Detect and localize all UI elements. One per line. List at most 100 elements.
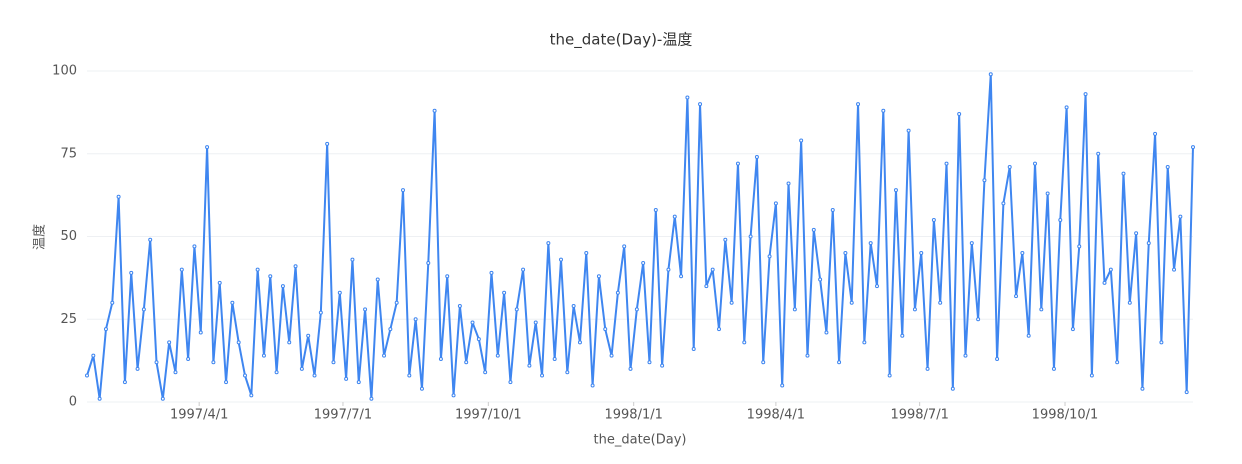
point <box>337 290 342 295</box>
point <box>1165 164 1170 169</box>
point <box>91 353 96 358</box>
point <box>148 237 153 242</box>
point <box>925 366 930 371</box>
point <box>382 353 387 358</box>
point <box>931 217 936 222</box>
point <box>230 300 235 305</box>
point <box>887 373 892 378</box>
point <box>963 353 968 358</box>
point <box>540 373 545 378</box>
point <box>527 363 532 368</box>
point <box>754 155 759 160</box>
point <box>552 356 557 361</box>
point <box>97 396 102 401</box>
point <box>167 340 172 345</box>
point <box>1127 300 1132 305</box>
point <box>432 108 437 113</box>
point <box>356 380 361 385</box>
point <box>742 340 747 345</box>
point <box>995 356 1000 361</box>
point <box>483 370 488 375</box>
point <box>502 290 507 295</box>
point <box>103 327 108 332</box>
point <box>426 260 431 265</box>
point <box>609 353 614 358</box>
point <box>129 270 134 275</box>
point <box>1146 241 1151 246</box>
point <box>154 360 159 365</box>
x-tick-label: 1997/4/1 <box>170 408 228 423</box>
point <box>704 284 709 289</box>
point <box>596 274 601 279</box>
y-tick-label: 100 <box>52 64 77 79</box>
x-axis-label: the_date(Day) <box>594 433 687 448</box>
point <box>811 227 816 232</box>
point <box>767 254 772 259</box>
point <box>660 363 665 368</box>
point <box>830 208 835 213</box>
point <box>1045 191 1050 196</box>
point <box>122 380 127 385</box>
point <box>1077 244 1082 249</box>
point <box>173 370 178 375</box>
point <box>1007 164 1012 169</box>
point <box>900 333 905 338</box>
point <box>135 366 140 371</box>
point <box>413 317 418 322</box>
point <box>691 347 696 352</box>
point <box>717 327 721 332</box>
point <box>1121 171 1126 176</box>
point <box>571 304 576 309</box>
point <box>160 396 165 401</box>
point <box>546 241 551 246</box>
point <box>445 274 450 279</box>
point <box>243 373 247 378</box>
point <box>363 307 368 312</box>
point <box>615 290 620 295</box>
point <box>470 320 475 325</box>
point <box>590 383 595 388</box>
point <box>236 340 241 345</box>
point <box>489 270 494 275</box>
point <box>1033 161 1037 166</box>
point <box>679 274 684 279</box>
point <box>584 251 589 256</box>
point <box>1064 105 1069 110</box>
chart-title: the_date(Day)-温度 <box>550 31 693 50</box>
point <box>192 244 197 249</box>
point <box>1140 386 1145 391</box>
point <box>1115 360 1120 365</box>
point <box>792 307 797 312</box>
point <box>761 360 766 365</box>
point <box>982 178 987 183</box>
y-tick-label: 0 <box>69 395 77 410</box>
point <box>198 330 203 335</box>
point <box>805 353 810 358</box>
point <box>186 356 191 361</box>
point <box>249 393 254 398</box>
point <box>893 188 898 193</box>
point <box>1178 214 1183 219</box>
point <box>780 383 785 388</box>
point <box>969 241 974 246</box>
point <box>748 234 753 239</box>
point <box>401 188 405 193</box>
point <box>938 300 943 305</box>
point <box>628 366 633 371</box>
point <box>268 274 273 279</box>
point <box>1020 251 1025 256</box>
point <box>110 300 115 305</box>
x-tick-label: 1997/7/1 <box>314 408 372 423</box>
point <box>559 257 563 262</box>
point <box>141 307 146 312</box>
point <box>299 366 304 371</box>
point <box>919 251 924 256</box>
point <box>944 161 949 166</box>
point <box>603 327 608 332</box>
point <box>394 300 399 305</box>
point <box>280 284 285 289</box>
y-tick-label: 75 <box>60 146 77 161</box>
point <box>818 277 823 282</box>
point <box>1070 327 1075 332</box>
